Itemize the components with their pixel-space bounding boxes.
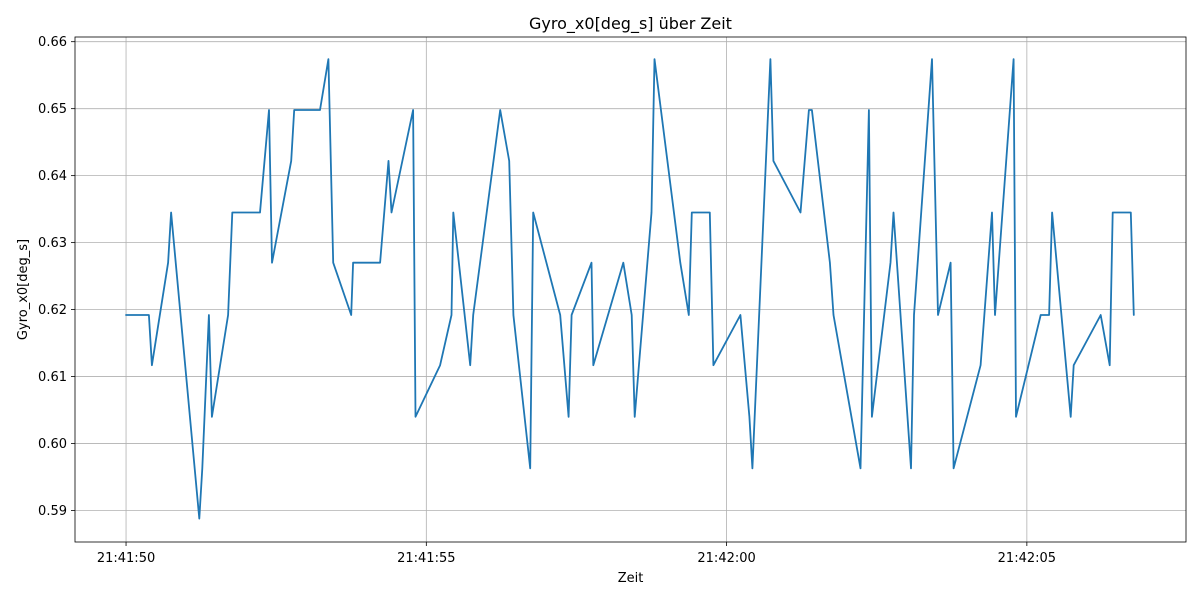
x-tick-label: 21:42:05 (998, 551, 1056, 566)
x-tick-label: 21:41:50 (97, 551, 155, 566)
x-tick-label: 21:42:00 (697, 551, 755, 566)
chart-title: Gyro_x0[deg_s] über Zeit (529, 14, 732, 34)
x-axis-label: Zeit (618, 571, 644, 586)
y-tick-label: 0.62 (38, 303, 67, 318)
grid-lines (75, 37, 1186, 542)
series-line (125, 58, 1135, 520)
y-tick-label: 0.59 (38, 504, 67, 519)
y-tick-label: 0.66 (38, 35, 67, 50)
series-layer (125, 58, 1135, 520)
axis-ticks: 21:41:50 21:41:55 21:42:00 21:42:05 0.59 0.60… (38, 35, 1056, 566)
y-tick-label: 0.65 (38, 102, 67, 117)
y-tick-label: 0.63 (38, 236, 67, 251)
x-tick-label: 21:41:55 (397, 551, 455, 566)
y-axis-label: Gyro_x0[deg_s] (16, 239, 31, 340)
plot-frame (74, 36, 1187, 543)
y-tick-label: 0.60 (38, 437, 67, 452)
y-tick-label: 0.64 (38, 169, 67, 184)
y-tick-label: 0.61 (38, 370, 67, 385)
